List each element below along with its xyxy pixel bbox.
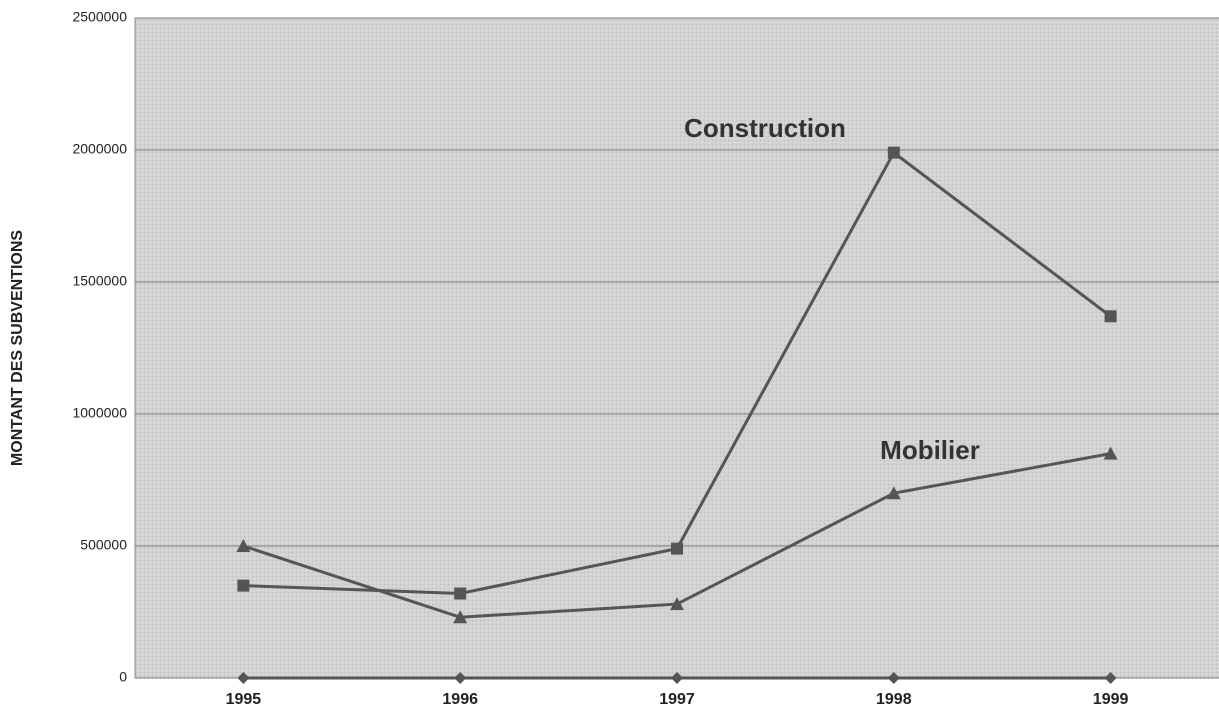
y-tick-label: 0 xyxy=(119,669,127,685)
series-marker xyxy=(887,672,900,684)
series-marker xyxy=(453,610,468,624)
y-tick-label: 500000 xyxy=(80,537,127,553)
series-marker xyxy=(886,486,901,500)
y-tick-label: 2000000 xyxy=(72,141,127,157)
series-marker xyxy=(670,597,684,611)
series-marker xyxy=(887,146,900,159)
y-tick-label: 1000000 xyxy=(72,405,127,421)
series-annotation: Mobilier xyxy=(880,435,980,465)
series-marker xyxy=(237,579,250,592)
plot-area xyxy=(135,18,1219,678)
y-tick-label: 1500000 xyxy=(72,273,127,289)
x-tick-label: 1998 xyxy=(876,691,912,708)
series-marker xyxy=(237,672,250,684)
series-marker xyxy=(454,587,467,600)
series-marker xyxy=(671,672,683,684)
x-tick-label: 1997 xyxy=(659,691,695,708)
series-annotation: Construction xyxy=(684,113,846,143)
x-tick-label: 1995 xyxy=(226,691,262,708)
x-tick-label: 1996 xyxy=(442,691,478,708)
x-tick-label: 1999 xyxy=(1093,691,1129,708)
series-marker xyxy=(1103,446,1118,460)
y-tick-label: 2500000 xyxy=(72,9,127,25)
y-axis-label: MONTANT DES SUBVENTIONS xyxy=(9,230,26,466)
series-marker xyxy=(1104,310,1117,323)
series-marker xyxy=(1104,672,1117,684)
series-marker xyxy=(236,539,251,552)
series-marker xyxy=(671,542,683,555)
series-marker xyxy=(454,672,467,684)
